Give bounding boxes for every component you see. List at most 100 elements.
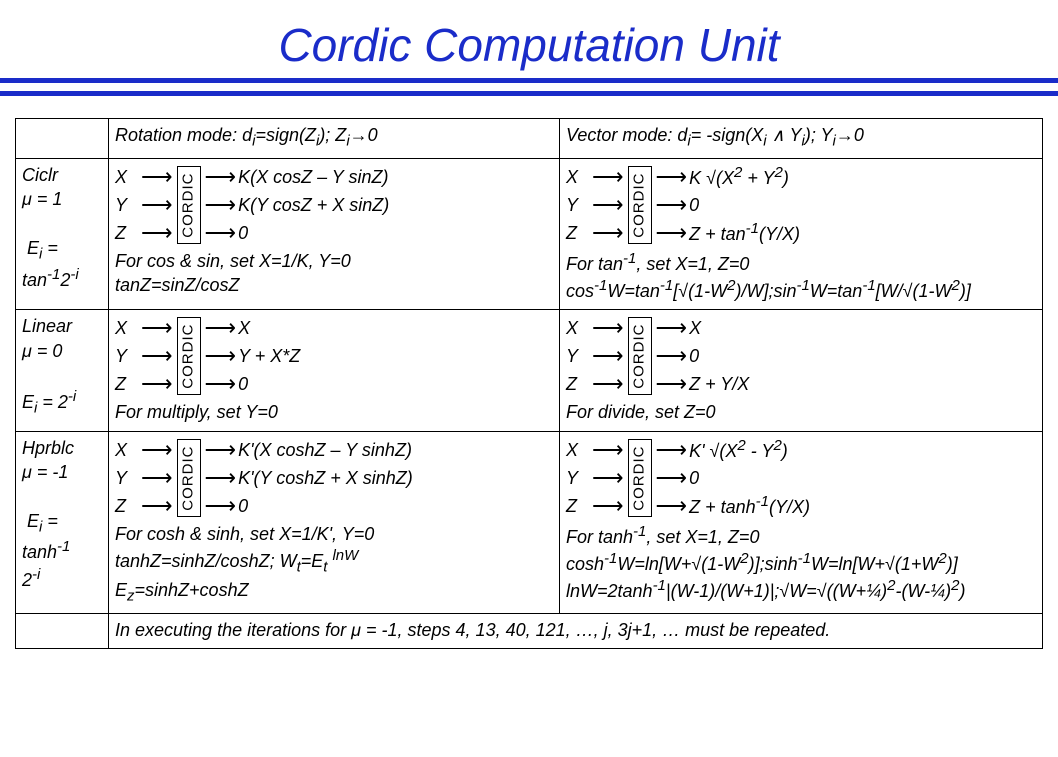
input-var: Z	[566, 494, 590, 518]
rotation-cell: X⟶Y⟶Z⟶CORDIC⟶K(X cosZ – Y sinZ)⟶K(Y cosZ…	[109, 158, 560, 310]
arrow-icon: ⟶	[205, 166, 237, 188]
arrow-icon: ⟶	[141, 194, 173, 216]
input-var: Y	[115, 466, 139, 490]
arrow-icon: ⟶	[656, 373, 688, 395]
input-row: Z⟶	[566, 219, 626, 247]
cordic-block: X⟶Y⟶Z⟶CORDIC⟶K' √(X2 - Y2)⟶0⟶Z + tanh-1(…	[566, 436, 1036, 520]
cordic-block: X⟶Y⟶Z⟶CORDIC⟶K √(X2 + Y2)⟶0⟶Z + tan-1(Y/…	[566, 163, 1036, 247]
cell-note: For cosh & sinh, set X=1/K', Y=0tanhZ=si…	[115, 522, 553, 607]
arrow-icon: ⟶	[592, 495, 624, 517]
output-expr: Z + Y/X	[689, 372, 749, 396]
arrow-icon: ⟶	[205, 495, 237, 517]
input-row: Z⟶	[566, 370, 626, 398]
arrow-icon: ⟶	[141, 373, 173, 395]
title-divider	[0, 78, 1058, 96]
output-expr: K(X cosZ – Y sinZ)	[238, 165, 388, 189]
cell-note: For tan-1, set X=1, Z=0cos-1W=tan-1[√(1-…	[566, 249, 1036, 304]
outputs-col: ⟶K' √(X2 - Y2)⟶0⟶Z + tanh-1(Y/X)	[654, 436, 810, 520]
arrow-icon: ⟶	[205, 317, 237, 339]
row-label: Hprblcμ = -1 Ei =tanh-12-i	[16, 431, 109, 613]
input-var: Z	[566, 372, 590, 396]
cell-note: For divide, set Z=0	[566, 400, 1036, 424]
output-expr: 0	[238, 221, 248, 245]
cell-note: For cos & sin, set X=1/K, Y=0tanZ=sinZ/c…	[115, 249, 553, 298]
output-row: ⟶0	[203, 370, 301, 398]
output-expr: K'(X coshZ – Y sinhZ)	[238, 438, 412, 462]
input-var: Z	[115, 372, 139, 396]
cordic-label: CORDIC	[629, 445, 649, 510]
vector-cell: X⟶Y⟶Z⟶CORDIC⟶K √(X2 + Y2)⟶0⟶Z + tan-1(Y/…	[560, 158, 1043, 310]
cordic-box: CORDIC	[177, 317, 201, 395]
input-var: X	[566, 438, 590, 462]
output-expr: 0	[689, 344, 699, 368]
inputs-col: X⟶Y⟶Z⟶	[566, 314, 626, 398]
footer-row: In executing the iterations for μ = -1, …	[16, 613, 1043, 648]
output-row: ⟶K(Y cosZ + X sinZ)	[203, 191, 390, 219]
arrow-icon: ⟶	[141, 222, 173, 244]
input-var: Y	[566, 466, 590, 490]
input-row: Y⟶	[566, 191, 626, 219]
outputs-col: ⟶K √(X2 + Y2)⟶0⟶Z + tan-1(Y/X)	[654, 163, 800, 247]
output-row: ⟶K(X cosZ – Y sinZ)	[203, 163, 390, 191]
cordic-box: CORDIC	[177, 166, 201, 244]
input-row: X⟶	[115, 436, 175, 464]
header-vector: Vector mode: di= -sign(Xi ∧ Yi); Yi→0	[560, 119, 1043, 159]
arrow-icon: ⟶	[592, 345, 624, 367]
input-row: X⟶	[566, 163, 626, 191]
arrow-icon: ⟶	[656, 439, 688, 461]
input-var: Z	[115, 221, 139, 245]
output-row: ⟶0	[654, 191, 800, 219]
outputs-col: ⟶X⟶0⟶Z + Y/X	[654, 314, 750, 398]
inputs-col: X⟶Y⟶Z⟶	[115, 163, 175, 247]
input-var: X	[115, 165, 139, 189]
input-var: Z	[115, 494, 139, 518]
input-row: Z⟶	[115, 219, 175, 247]
cordic-block: X⟶Y⟶Z⟶CORDIC⟶X⟶0⟶Z + Y/X	[566, 314, 1036, 398]
cordic-block: X⟶Y⟶Z⟶CORDIC⟶K'(X coshZ – Y sinhZ)⟶K'(Y …	[115, 436, 553, 520]
output-row: ⟶0	[203, 492, 413, 520]
cordic-box: CORDIC	[628, 317, 652, 395]
input-row: Y⟶	[566, 464, 626, 492]
output-expr: Z + tanh-1(Y/X)	[689, 492, 810, 519]
input-row: Y⟶	[115, 464, 175, 492]
output-expr: Y + X*Z	[238, 344, 300, 368]
output-expr: 0	[689, 193, 699, 217]
vector-cell: X⟶Y⟶Z⟶CORDIC⟶X⟶0⟶Z + Y/XFor divide, set …	[560, 310, 1043, 431]
inputs-col: X⟶Y⟶Z⟶	[115, 314, 175, 398]
input-row: Z⟶	[115, 370, 175, 398]
input-row: Z⟶	[115, 492, 175, 520]
output-expr: 0	[238, 494, 248, 518]
arrow-icon: ⟶	[141, 345, 173, 367]
mode-row: Ciclrμ = 1 Ei =tan-12-iX⟶Y⟶Z⟶CORDIC⟶K(X …	[16, 158, 1043, 310]
cordic-label: CORDIC	[629, 324, 649, 389]
footer-note: In executing the iterations for μ = -1, …	[109, 613, 1043, 648]
page-title: Cordic Computation Unit	[0, 18, 1058, 72]
header-rotation: Rotation mode: di=sign(Zi); Zi→0	[109, 119, 560, 159]
output-row: ⟶X	[203, 314, 301, 342]
arrow-icon: ⟶	[205, 439, 237, 461]
input-var: X	[566, 165, 590, 189]
output-expr: K √(X2 + Y2)	[689, 163, 789, 190]
arrow-icon: ⟶	[205, 467, 237, 489]
arrow-icon: ⟶	[592, 222, 624, 244]
arrow-icon: ⟶	[141, 166, 173, 188]
arrow-icon: ⟶	[205, 194, 237, 216]
output-row: ⟶Z + tanh-1(Y/X)	[654, 492, 810, 520]
cordic-block: X⟶Y⟶Z⟶CORDIC⟶K(X cosZ – Y sinZ)⟶K(Y cosZ…	[115, 163, 553, 247]
output-row: ⟶0	[654, 464, 810, 492]
outputs-col: ⟶K'(X coshZ – Y sinhZ)⟶K'(Y coshZ + X si…	[203, 436, 413, 520]
input-row: X⟶	[115, 163, 175, 191]
output-row: ⟶K √(X2 + Y2)	[654, 163, 800, 191]
output-row: ⟶0	[654, 342, 750, 370]
input-row: Y⟶	[566, 342, 626, 370]
output-row: ⟶Y + X*Z	[203, 342, 301, 370]
output-expr: X	[689, 316, 701, 340]
cordic-box: CORDIC	[628, 439, 652, 517]
output-row: ⟶K'(X coshZ – Y sinhZ)	[203, 436, 413, 464]
arrow-icon: ⟶	[592, 373, 624, 395]
input-row: Y⟶	[115, 191, 175, 219]
arrow-icon: ⟶	[205, 345, 237, 367]
cell-note: For tanh-1, set X=1, Z=0cosh-1W=ln[W+√(1…	[566, 522, 1036, 604]
arrow-icon: ⟶	[141, 467, 173, 489]
arrow-icon: ⟶	[141, 439, 173, 461]
